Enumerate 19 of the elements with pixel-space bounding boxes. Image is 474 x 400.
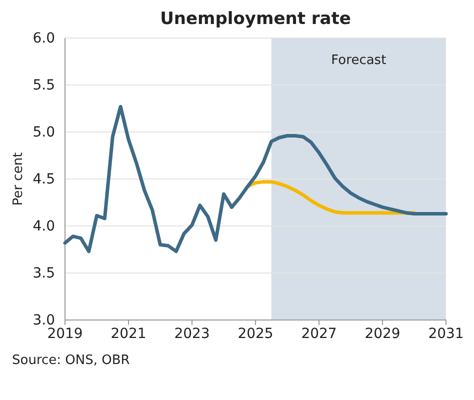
chart-title: Unemployment rate xyxy=(160,9,351,29)
x-tick-label: 2021 xyxy=(110,326,146,342)
x-tick-label: 2025 xyxy=(238,326,274,342)
y-tick-label: 3.0 xyxy=(32,312,55,328)
x-tick-label: 2029 xyxy=(364,326,400,342)
band-label: Forecast xyxy=(331,53,386,68)
x-tick-label: 2023 xyxy=(174,326,210,342)
y-tick-label: 6.0 xyxy=(32,30,55,46)
y-tick-label: 5.0 xyxy=(32,124,55,140)
y-tick-label: 3.5 xyxy=(32,265,55,282)
line-series xyxy=(63,104,448,254)
y-tick-label: 4.0 xyxy=(32,218,55,234)
x-tick-label: 2027 xyxy=(301,326,337,342)
y-tick-label: 4.5 xyxy=(32,171,55,188)
x-tick-label: 2019 xyxy=(47,326,83,342)
x-tick-label: 2031 xyxy=(428,326,464,342)
source-note: Source: ONS, OBR xyxy=(12,353,130,368)
y-tick-label: 5.5 xyxy=(32,77,55,94)
y-axis-title: Per cent xyxy=(11,152,26,206)
